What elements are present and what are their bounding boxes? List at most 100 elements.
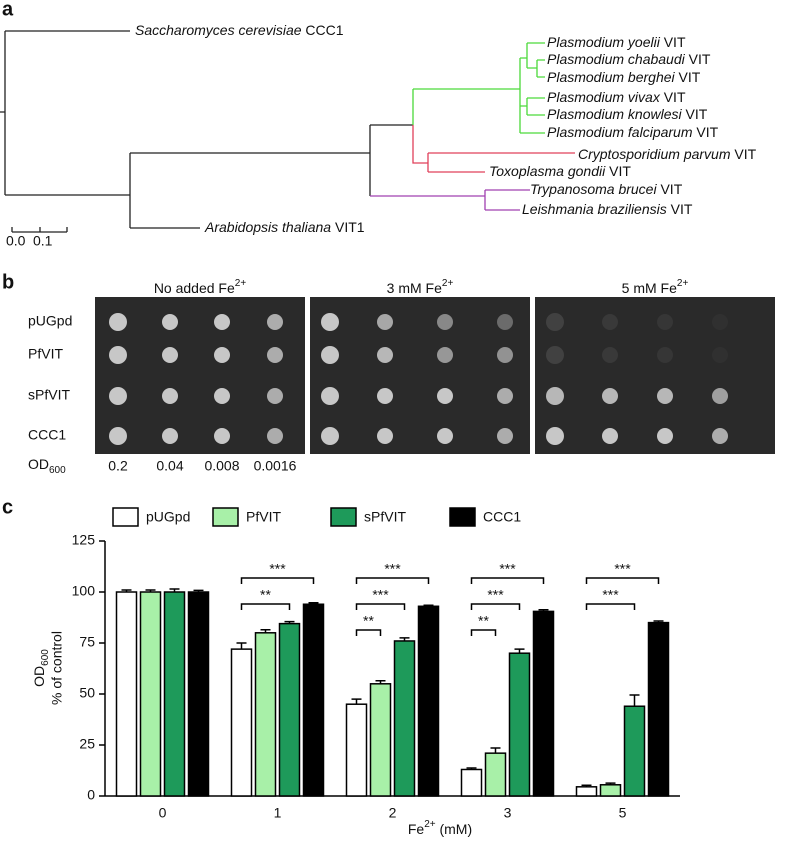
colony-spot	[267, 314, 283, 330]
text-part: VIT	[660, 89, 686, 105]
bar	[417, 605, 440, 797]
x-tick-label: 1	[274, 805, 282, 821]
y-tick-label: 25	[79, 736, 95, 752]
bar	[278, 622, 301, 797]
colony-spot	[162, 314, 178, 330]
colony-spot	[214, 388, 230, 404]
error-bar	[169, 588, 180, 592]
significance-bracket	[240, 603, 291, 610]
x-axis-label: Fe2+ (mM)	[408, 819, 472, 837]
colony-spot	[109, 427, 127, 445]
row-label: sPfVIT	[28, 387, 70, 403]
leaf-label: Arabidopsis thaliana VIT1	[204, 219, 365, 235]
error-bar	[260, 628, 271, 633]
x-tick-label: 5	[619, 805, 627, 821]
significance-bracket	[585, 603, 636, 610]
bar	[369, 683, 392, 797]
colony-spot	[267, 347, 283, 363]
bar	[163, 591, 186, 797]
text-part: VIT	[685, 51, 711, 67]
significance-label: ***	[269, 561, 286, 577]
bar	[647, 621, 670, 797]
error-bar	[284, 620, 295, 624]
colony-spot	[267, 428, 283, 444]
significance-label: ***	[602, 587, 619, 603]
colony-spot	[657, 428, 673, 444]
error-bar	[145, 589, 156, 592]
colony-spot	[712, 428, 728, 444]
text-part: 2+	[442, 278, 454, 289]
text-part: (mM)	[436, 821, 473, 837]
significance-label: **	[478, 613, 489, 629]
significance-bracket	[240, 577, 315, 584]
text-part: Toxoplasma gondii	[489, 163, 606, 179]
significance-label: ***	[384, 561, 401, 577]
row-label: PfVIT	[28, 346, 63, 362]
significance-bracket	[470, 577, 545, 584]
legend-swatch	[330, 507, 357, 527]
leaf-label: Plasmodium falciparum VIT	[547, 124, 719, 140]
text-part: VIT	[675, 69, 701, 85]
y-tick-label: 100	[72, 583, 96, 599]
x-tick-label: 2	[389, 805, 397, 821]
significance-bracket	[470, 629, 497, 636]
panel-label: a	[2, 0, 14, 20]
colony-spot	[602, 388, 618, 404]
significance-label: ***	[487, 587, 504, 603]
legend-label: PfVIT	[246, 509, 281, 525]
significance-label: ***	[499, 561, 516, 577]
bar	[460, 768, 483, 797]
colony-spot	[546, 346, 564, 364]
colony-spot	[267, 388, 283, 404]
colony-spot	[214, 428, 230, 444]
plate-header: No added Fe2+	[154, 278, 247, 296]
error-bar	[308, 602, 319, 605]
leaf-label: Plasmodium knowlesi VIT	[547, 106, 708, 122]
text-part: OD	[31, 666, 47, 687]
significance-bracket	[585, 577, 660, 584]
colony-spot	[602, 314, 618, 330]
bar	[532, 610, 555, 797]
colony-spot	[546, 427, 564, 445]
colony-spot	[109, 313, 127, 331]
legend-swatch	[449, 507, 476, 527]
bar	[599, 784, 622, 797]
dilution-label: 0.0016	[254, 458, 297, 474]
significance-bracket	[470, 603, 521, 610]
bar	[139, 591, 162, 797]
colony-spot	[321, 313, 339, 331]
text-part: Plasmodium chabaudi	[547, 51, 686, 67]
od-label: OD600	[28, 456, 66, 476]
legend-label: pUGpd	[146, 509, 190, 525]
x-tick-label: 0	[159, 805, 167, 821]
error-bar	[375, 679, 386, 684]
legend-label: sPfVIT	[364, 509, 406, 525]
scale-label: 0.0	[6, 233, 26, 249]
colony-spot	[497, 388, 513, 404]
text-part: VIT	[605, 163, 631, 179]
leaf-label: Plasmodium berghei VIT	[547, 69, 701, 85]
text-part: VIT	[667, 201, 693, 217]
colony-spot	[437, 347, 453, 363]
colony-spot	[712, 314, 728, 330]
colony-spot	[377, 428, 393, 444]
colony-spot	[377, 347, 393, 363]
colony-spot	[162, 347, 178, 363]
plate-header: 5 mM Fe2+	[622, 278, 689, 296]
y-tick-label: 125	[72, 532, 96, 548]
significance-bracket	[355, 603, 406, 610]
text-part: No added Fe	[154, 280, 235, 296]
bar	[115, 591, 138, 797]
text-part: VIT	[693, 124, 719, 140]
colony-spot	[162, 428, 178, 444]
dilution-label: 0.008	[204, 458, 239, 474]
colony-spot	[712, 388, 728, 404]
colony-spot	[377, 388, 393, 404]
text-part: Plasmodium knowlesi	[547, 106, 682, 122]
text-part: 5 mM Fe	[622, 280, 677, 296]
plate	[310, 297, 530, 454]
leaf-label: Saccharomyces cerevisiae CCC1	[135, 22, 344, 38]
panel-label: b	[2, 271, 14, 293]
colony-spot	[546, 387, 564, 405]
error-bar	[653, 620, 664, 623]
